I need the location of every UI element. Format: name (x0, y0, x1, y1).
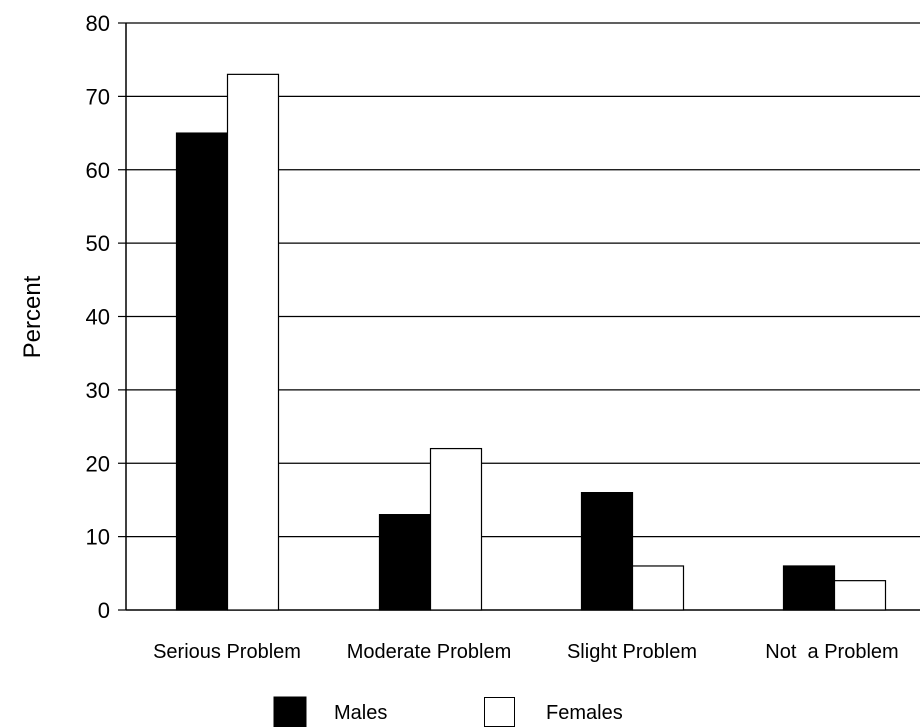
bar-females-2 (631, 565, 685, 611)
bar-females-3 (833, 580, 887, 611)
legend-label-females: Females (546, 702, 623, 724)
y-axis-label: Percent (19, 275, 46, 358)
y-tick-label: 10 (86, 525, 110, 550)
bars (175, 73, 887, 611)
bar-males-1 (378, 514, 432, 611)
bar-males-3 (782, 565, 836, 611)
legend-label-males: Males (334, 702, 387, 724)
y-tick-label: 0 (98, 598, 110, 623)
y-tick-label: 30 (86, 378, 110, 403)
legend-swatch-males (273, 696, 307, 727)
category-label: Not a Problem (765, 641, 898, 663)
y-tick-label: 20 (86, 451, 110, 476)
legend-swatch-females (484, 697, 515, 727)
category-label: Moderate Problem (347, 641, 512, 663)
bar-females-0 (226, 73, 280, 611)
y-tick-label: 60 (86, 158, 110, 183)
bar-males-2 (580, 492, 634, 611)
category-label: Serious Problem (153, 641, 301, 663)
bar-females-1 (429, 447, 483, 611)
y-tick-label: 70 (86, 84, 110, 109)
legend: Males Females (273, 696, 623, 727)
category-labels: Serious Problem Moderate Problem Slight Pr… (153, 641, 899, 663)
category-label: Slight Problem (567, 641, 697, 663)
y-tick-label: 40 (86, 305, 110, 330)
y-tick-label: 80 (86, 11, 110, 36)
bar-males-0 (175, 132, 229, 611)
y-tick-label: 50 (86, 231, 110, 256)
y-tick-labels: 0 10 20 30 40 50 60 70 80 (86, 11, 126, 623)
